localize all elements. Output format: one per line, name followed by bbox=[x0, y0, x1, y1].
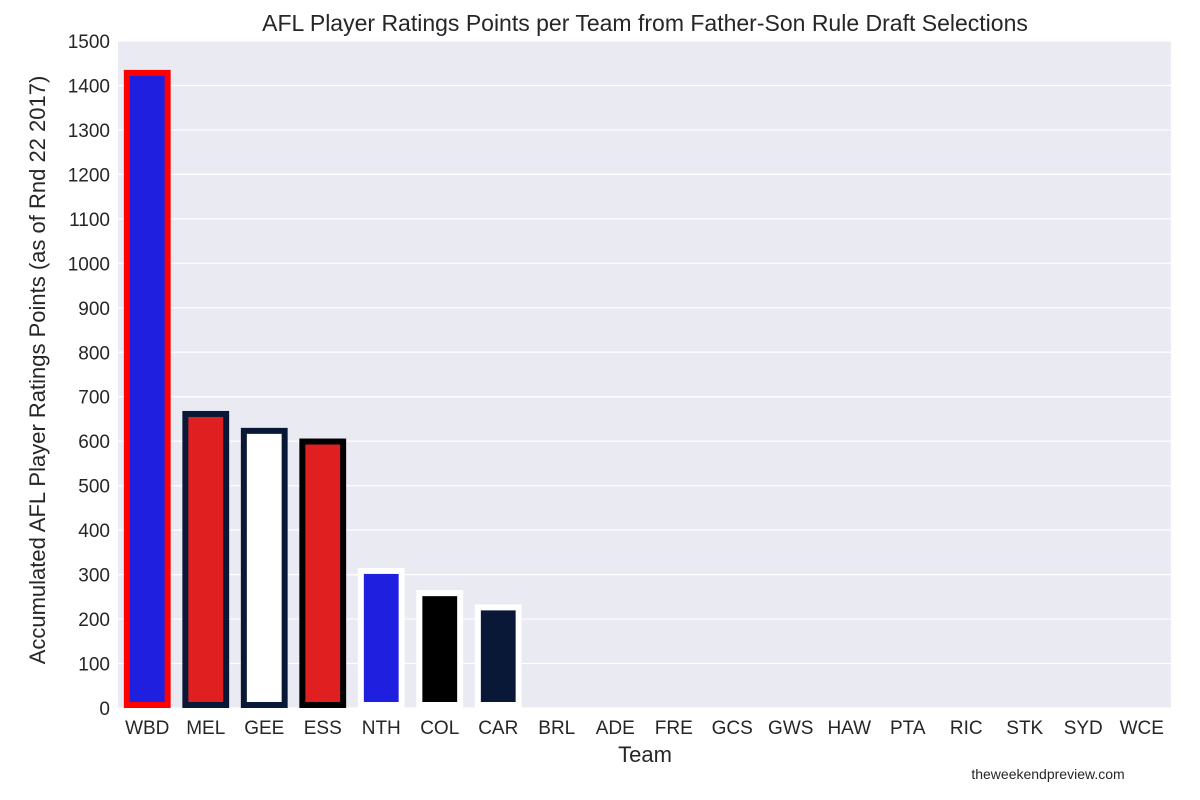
chart-title: AFL Player Ratings Points per Team from … bbox=[262, 10, 1028, 36]
x-tick-label: WCE bbox=[1120, 718, 1164, 739]
y-tick-label: 500 bbox=[78, 477, 110, 498]
bars bbox=[123, 69, 522, 709]
x-axis-label: Team bbox=[618, 742, 672, 767]
x-tick-label: COL bbox=[420, 718, 459, 739]
y-tick-label: 1300 bbox=[68, 121, 110, 142]
y-tick-label: 400 bbox=[78, 521, 110, 542]
x-tick-label: RIC bbox=[950, 718, 983, 739]
x-tick-label: WBD bbox=[125, 718, 169, 739]
x-tick-labels: WBD MEL GEE ESS NTH COL CAR BRL ADE FRE GCS GWS HAW P… bbox=[125, 718, 1164, 739]
y-tick-label: 1400 bbox=[68, 76, 110, 97]
y-tick-label: 1000 bbox=[68, 254, 110, 275]
plot-background bbox=[118, 41, 1171, 708]
y-tick-label: 200 bbox=[78, 610, 110, 631]
x-tick-label: HAW bbox=[827, 718, 871, 739]
x-tick-label: BRL bbox=[538, 718, 575, 739]
x-tick-label: PTA bbox=[890, 718, 926, 739]
x-tick-label: NTH bbox=[362, 718, 401, 739]
y-tick-label: 800 bbox=[78, 343, 110, 364]
bar-col bbox=[416, 590, 464, 708]
x-tick-label: FRE bbox=[655, 718, 693, 739]
y-tick-label: 1100 bbox=[69, 210, 110, 231]
x-tick-label: GEE bbox=[244, 718, 284, 739]
y-tick-label: 1200 bbox=[68, 165, 110, 186]
bar-nth bbox=[357, 567, 405, 708]
x-tick-label: GCS bbox=[712, 718, 753, 739]
bar-ess bbox=[299, 438, 347, 708]
y-tick-label: 600 bbox=[78, 432, 110, 453]
y-tick-label: 1500 bbox=[68, 32, 110, 53]
y-tick-label: 300 bbox=[78, 566, 110, 587]
y-tick-labels: 0 100 200 300 400 500 600 700 800 900 1000 1100 1200… bbox=[68, 32, 110, 720]
y-tick-label: 0 bbox=[99, 699, 110, 720]
bar-wbd bbox=[123, 69, 171, 709]
x-tick-label: ESS bbox=[304, 718, 342, 739]
x-tick-label: SYD bbox=[1064, 718, 1103, 739]
y-tick-label: 700 bbox=[78, 388, 110, 409]
x-tick-label: STK bbox=[1006, 718, 1043, 739]
bar-car bbox=[474, 604, 522, 708]
source-credit: theweekendpreview.com bbox=[971, 766, 1125, 782]
y-tick-label: 100 bbox=[78, 655, 110, 676]
x-tick-label: GWS bbox=[768, 718, 813, 739]
bar-mel bbox=[182, 410, 230, 708]
y-tick-label: 900 bbox=[78, 299, 110, 320]
x-tick-label: ADE bbox=[596, 718, 635, 739]
bar-gee bbox=[240, 427, 288, 708]
x-tick-label: MEL bbox=[186, 718, 225, 739]
gridlines bbox=[118, 40, 1171, 709]
x-tick-label: CAR bbox=[478, 718, 518, 739]
